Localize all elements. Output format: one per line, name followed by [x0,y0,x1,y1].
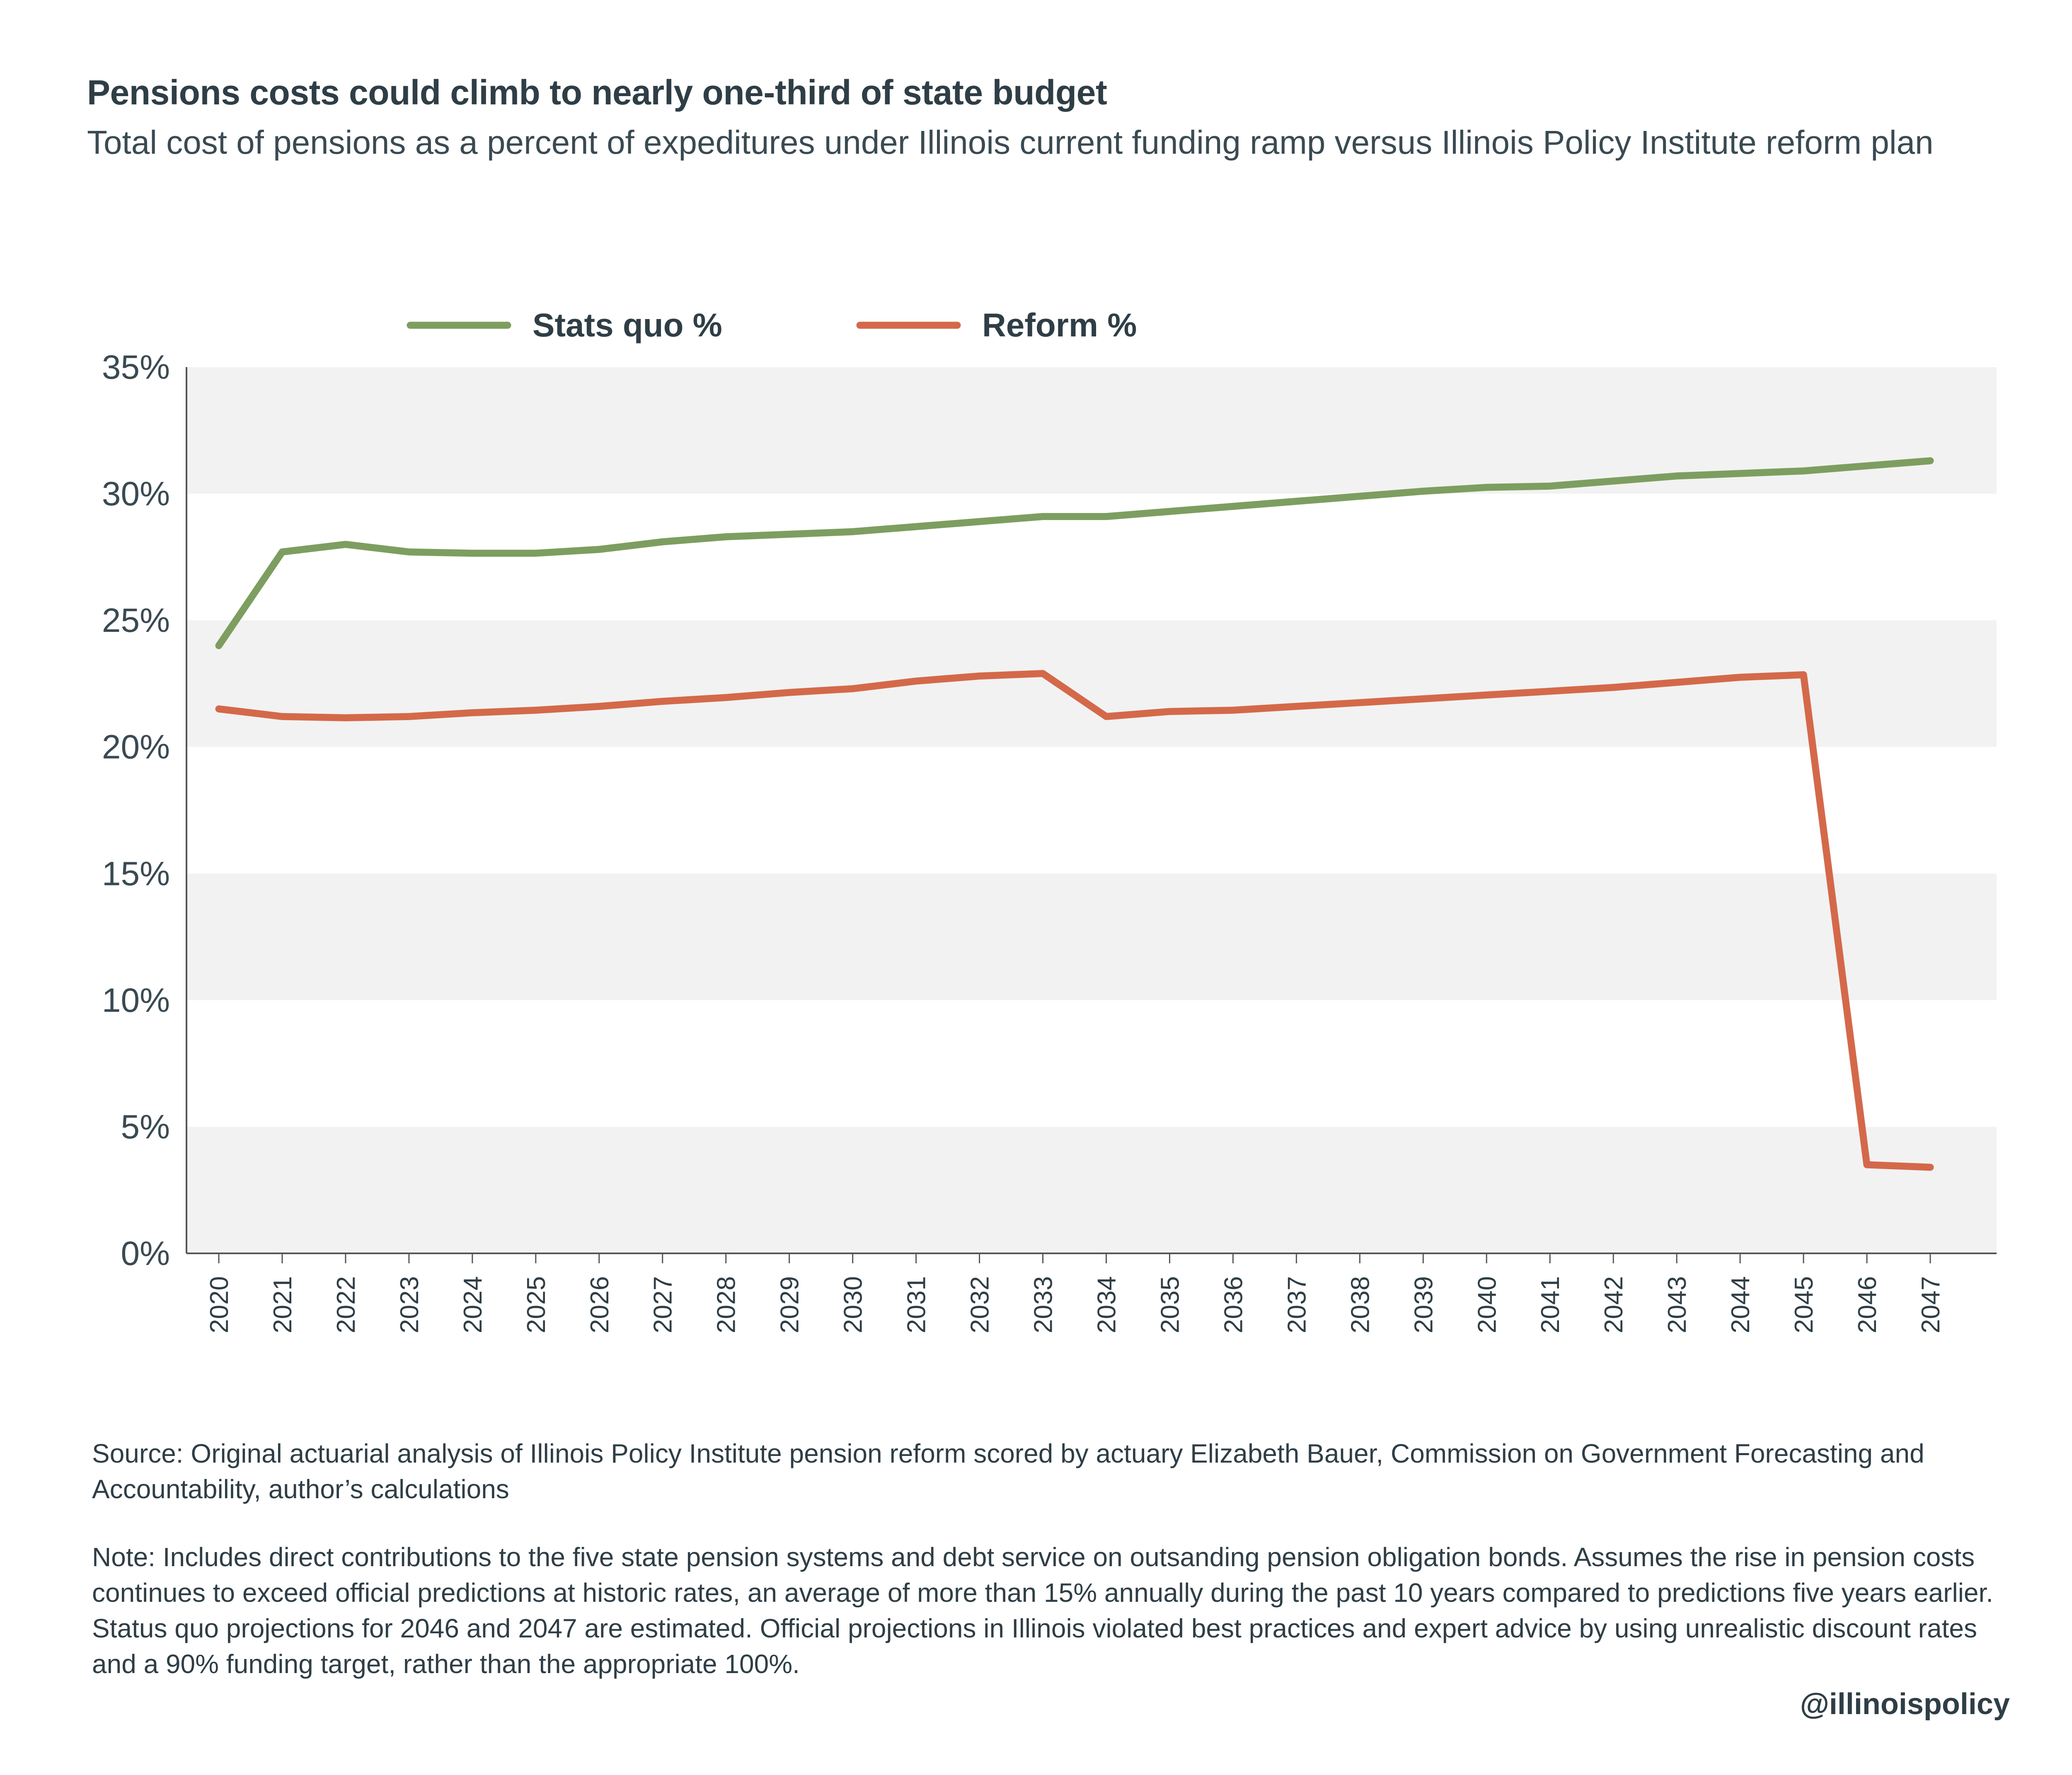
x-tick-label: 2027 [649,1276,678,1333]
x-tick-label: 2039 [1409,1276,1438,1333]
x-tick-label: 2034 [1092,1276,1121,1333]
y-tick-label: 5% [121,1108,170,1146]
x-tick-label: 2024 [459,1276,487,1333]
x-tick-label: 2033 [1029,1276,1058,1333]
x-tick-label: 2041 [1536,1276,1565,1333]
grid-bands [186,367,1997,1253]
grid-band [186,620,1997,747]
axes [186,367,1997,1254]
x-tick-label: 2020 [205,1276,234,1333]
x-tick-label: 2022 [332,1276,361,1333]
y-axis-ticks: 0% 5% 10% 15% 20% 25% 30% 35% [102,348,170,1272]
series-line-reform [215,670,1934,1171]
x-tick-label: 2030 [839,1276,868,1333]
series-line-status-quo [215,457,1934,649]
x-tick-label: 2036 [1219,1276,1248,1333]
x-tick-label: 2026 [586,1276,614,1333]
y-tick-label: 20% [102,728,170,766]
y-tick-label: 30% [102,475,170,513]
x-tick-label: 2046 [1853,1276,1882,1333]
y-tick-label: 25% [102,602,170,639]
x-tick-label: 2025 [522,1276,551,1333]
chart-subtitle: Total cost of pensions as a percent of e… [87,124,1934,161]
x-tick-label: 2042 [1600,1276,1628,1333]
grid-band [186,1127,1997,1253]
y-tick-label: 35% [102,348,170,386]
x-tick-label: 2043 [1663,1276,1692,1333]
twitter-handle: @illinoispolicy [1800,1688,2010,1721]
series-lines [215,457,1934,1171]
legend-label: Stats quo % [533,307,722,343]
x-tick-label: 2035 [1156,1276,1184,1333]
x-tick-label: 2032 [966,1276,995,1333]
x-tick-label: 2037 [1283,1276,1311,1333]
source-note: Source: Original actuarial analysis of I… [92,1439,1924,1504]
legend: Stats quo % Reform % [407,307,1137,343]
x-tick-label: 2044 [1726,1276,1755,1333]
methodology-note: Note: Includes direct contributions to t… [92,1542,1994,1679]
y-tick-label: 10% [102,982,170,1019]
x-tick-label: 2028 [712,1276,741,1333]
x-tick-label: 2047 [1917,1276,1945,1333]
x-tick-label: 2021 [269,1276,297,1333]
x-tick-label: 2040 [1473,1276,1501,1333]
grid-band [186,873,1997,1000]
y-tick-label: 0% [121,1235,170,1272]
x-axis-ticks: 2020 2021 2022 2023 2024 2025 2026 2027 2028 2029… [205,1253,1945,1333]
y-tick-label: 15% [102,855,170,892]
x-tick-label: 2023 [395,1276,424,1333]
x-tick-label: 2031 [903,1276,931,1333]
line-chart: 0%5%10%15%20%25%30%35% 2020 2021 2022 2023 2… [102,307,1997,1333]
x-tick-label: 2045 [1790,1276,1818,1333]
legend-label: Reform % [982,307,1137,343]
x-tick-label: 2038 [1346,1276,1375,1333]
chart-title: Pensions costs could climb to nearly one… [87,73,1107,112]
x-tick-label: 2029 [776,1276,804,1333]
